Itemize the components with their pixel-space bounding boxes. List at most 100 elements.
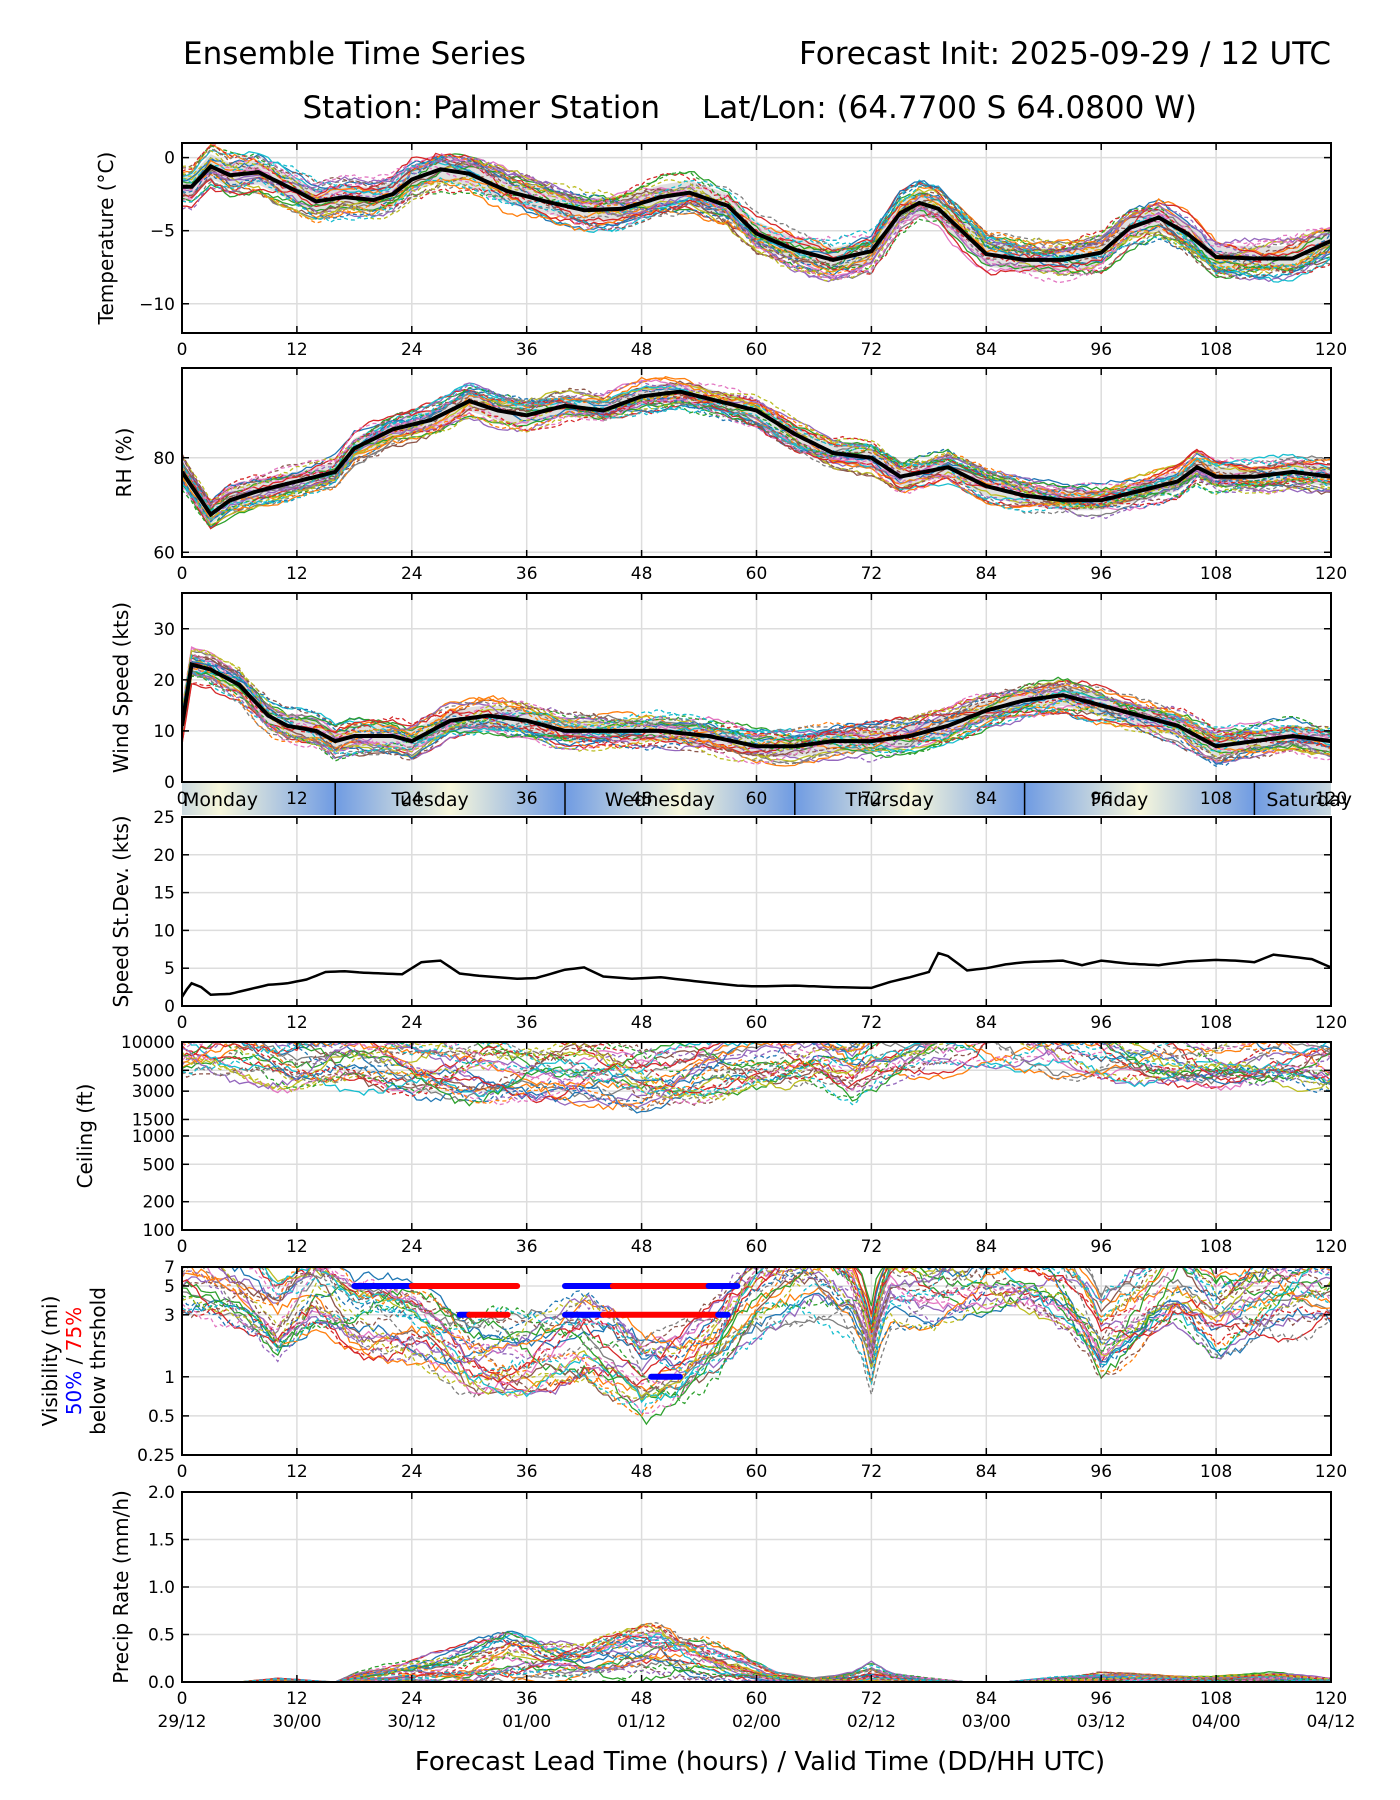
valid-time-label: 04/00 xyxy=(1192,1712,1241,1732)
plot-area-rh xyxy=(182,375,1331,530)
member-line-27 xyxy=(182,1042,1331,1106)
member-line-29 xyxy=(182,390,1331,518)
y-tick-label: 1000 xyxy=(132,1127,175,1147)
member-line-14 xyxy=(182,1267,1331,1383)
x-tick-label: 0 xyxy=(177,1013,188,1033)
x-tick-label: 72 xyxy=(861,1013,883,1033)
member-line-24 xyxy=(182,144,1331,276)
member-line-13 xyxy=(182,165,1331,276)
y-tick-label: 80 xyxy=(153,449,175,469)
panel-visibility: 0 12 24 36 48 60 72 84 96 108 120 75 3 1 0.5 0.25 Visibi… xyxy=(38,1258,1347,1482)
x-tick-label: 96 xyxy=(1090,564,1112,584)
x-tick-label: 60 xyxy=(746,1237,768,1257)
x-tick-label: 24 xyxy=(401,1689,423,1709)
x-tick-label: 36 xyxy=(516,1237,538,1257)
x-tick-label: 36 xyxy=(516,1462,538,1482)
day-cell-wednesday xyxy=(565,783,795,815)
member-line-25 xyxy=(182,381,1331,520)
x-tick-label: 120 xyxy=(1315,1237,1347,1257)
y-tick-label: 3000 xyxy=(132,1082,175,1102)
x-tick-label: 120 xyxy=(1315,1689,1347,1709)
member-line-26 xyxy=(230,1042,1331,1091)
x-tick-label: 84 xyxy=(975,1689,997,1709)
member-line-29 xyxy=(182,157,1331,275)
x-tick-label: 24 xyxy=(401,789,423,809)
x-tick-label: 108 xyxy=(1200,1013,1232,1033)
x-tick-label: 12 xyxy=(286,1462,308,1482)
member-line-25 xyxy=(182,1042,1331,1100)
y-tick-label: −5 xyxy=(150,222,175,242)
valid-time-label: 03/12 xyxy=(1077,1712,1126,1732)
x-tick-label: 0 xyxy=(177,1237,188,1257)
x-tick-label: 0 xyxy=(177,340,188,360)
member-line-16 xyxy=(182,145,1331,273)
spread-band xyxy=(182,154,1331,273)
member-line-20 xyxy=(258,1267,1331,1416)
y-axis-label: Ceiling (ft) xyxy=(73,1084,97,1189)
member-line-18 xyxy=(182,1042,1331,1101)
valid-time-label: 04/12 xyxy=(1307,1712,1356,1732)
day-label-monday: Monday xyxy=(183,789,258,811)
member-line-15 xyxy=(216,1267,1331,1374)
x-tick-label: 96 xyxy=(1090,789,1112,809)
x-tick-label: 60 xyxy=(746,1013,768,1033)
member-line-8 xyxy=(182,1267,1331,1400)
x-tick-label: 36 xyxy=(516,789,538,809)
member-line-17 xyxy=(182,1267,1331,1399)
plot-area-stdev xyxy=(182,951,1331,998)
member-line-14 xyxy=(182,1042,1331,1104)
x-tick-label: 108 xyxy=(1200,340,1232,360)
day-bar: Monday Tuesday Wednesday Thursday Friday Satu… xyxy=(182,783,1352,815)
x-tick-label: 108 xyxy=(1200,789,1232,809)
valid-time-label: 01/00 xyxy=(502,1712,551,1732)
x-tick-label: 60 xyxy=(746,1462,768,1482)
x-tick-label: 24 xyxy=(401,1013,423,1033)
x-tick-label: 84 xyxy=(975,1013,997,1033)
y-tick-label: 5000 xyxy=(132,1061,175,1081)
x-tick-label: 120 xyxy=(1315,564,1347,584)
member-line-23 xyxy=(182,144,1331,272)
member-line-26 xyxy=(182,392,1331,509)
member-line-18 xyxy=(182,391,1331,519)
y-axis-label: Visibility (mi) xyxy=(38,1296,62,1427)
panel-stdev: 0 12 24 36 48 60 72 84 96 108 120 0 5 10 15 20 25 Speed S… xyxy=(109,808,1347,1033)
y-tick-label: 100 xyxy=(143,1221,175,1241)
x-tick-label: 72 xyxy=(861,1462,883,1482)
x-tick-label: 108 xyxy=(1200,1462,1232,1482)
valid-time-label: 02/12 xyxy=(847,1712,896,1732)
y-tick-label: 10 xyxy=(153,722,175,742)
member-line-19 xyxy=(182,150,1331,282)
member-line-23 xyxy=(182,1267,1331,1405)
member-line-28 xyxy=(182,1637,1331,1682)
y-tick-label: 5 xyxy=(164,959,175,979)
member-line-11 xyxy=(182,1267,1331,1365)
member-line-27 xyxy=(182,654,1331,766)
y-tick-label: 25 xyxy=(153,808,175,828)
day-label-wednesday: Wednesday xyxy=(605,789,715,811)
y-tick-label: 20 xyxy=(153,846,175,866)
day-label-tuesday: Tuesday xyxy=(390,789,468,811)
member-line-19 xyxy=(230,1042,1331,1104)
station-label: Station: Palmer Station xyxy=(303,90,661,126)
forecast-init-label: Forecast Init: 2025-09-29 / 12 UTC xyxy=(799,36,1331,72)
x-tick-label: 0 xyxy=(177,1462,188,1482)
member-line-25 xyxy=(182,666,1331,763)
x-tick-label: 24 xyxy=(401,340,423,360)
x-tick-label: 12 xyxy=(286,1237,308,1257)
member-line-17 xyxy=(182,156,1331,284)
y-axis-sub-label: below thrshold xyxy=(86,1287,110,1435)
y-tick-label: 20 xyxy=(153,671,175,691)
member-line-28 xyxy=(182,1042,1331,1113)
member-line-20 xyxy=(182,383,1331,522)
pct-separator: / xyxy=(62,1351,86,1370)
y-tick-label: 0.25 xyxy=(137,1446,175,1466)
member-line-25 xyxy=(182,156,1331,280)
x-tick-label: 84 xyxy=(975,340,997,360)
y-axis-label: RH (%) xyxy=(112,428,136,498)
x-tick-label: 48 xyxy=(631,1689,653,1709)
x-tick-label: 84 xyxy=(975,1462,997,1482)
x-axis-label: Forecast Lead Time (hours) / Valid Time … xyxy=(415,1747,1105,1777)
panel-wind: 0 12 24 36 48 60 72 84 96 108 120 0 10 20 30 Wind Speed… xyxy=(109,592,1347,809)
x-tick-label: 60 xyxy=(746,340,768,360)
